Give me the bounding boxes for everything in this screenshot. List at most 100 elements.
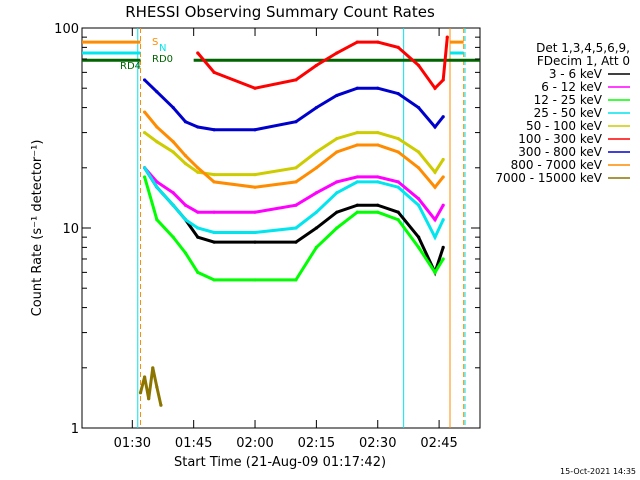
series-point-3-4 [196,226,200,230]
legend: Det 1,3,4,5,6,9,FDecim 1, Att 03 - 6 keV… [495,41,630,185]
series-point-1-15 [441,203,445,207]
series-5 [196,35,449,91]
series-point-6-2 [171,105,175,110]
series-point-1-7 [294,203,298,207]
series-point-6-6 [253,128,257,132]
chart-title: RHESSI Observing Summary Count Rates [125,3,435,21]
series-point-4-13 [417,150,421,154]
x-axis: 01:30 01:45 02:00 02:15 02:30 02:45 [114,28,458,451]
series-point-7-6 [253,185,257,189]
series-point-1-8 [314,191,318,195]
series-point-5-4 [314,63,318,68]
series-point-2-15 [441,257,445,261]
series-point-8-5 [159,403,163,407]
series-point-0-8 [314,226,318,230]
series-point-2-5 [212,278,216,282]
series-point-2-10 [355,210,359,214]
series-point-0-12 [396,210,400,214]
annotation-n: N [159,43,166,54]
series-point-5-12 [445,35,449,39]
series-3 [142,166,445,241]
series-point-0-13 [417,235,421,239]
series-2 [142,175,445,282]
series-point-0-6 [253,240,257,244]
series-point-3-15 [441,218,445,222]
series-point-0-4 [196,235,200,239]
series-point-1-4 [196,210,200,214]
x-tick-label-2: 02:00 [236,436,273,451]
series-point-7-13 [417,166,421,170]
y-tick-label-1: 10 [62,222,79,237]
series-line-6 [143,78,445,132]
series-point-4-10 [355,130,359,135]
series-point-2-7 [294,278,298,282]
series-point-0-15 [441,245,445,249]
series-point-5-0 [196,51,200,55]
legend-label-0: 3 - 6 keV [549,67,603,81]
annotation-s: S [152,37,158,48]
series-point-1-6 [253,210,257,214]
series-point-0-5 [212,240,216,244]
series-point-1-1 [155,180,159,184]
series-point-4-1 [155,140,159,144]
flag-bars [82,40,480,62]
series-point-7-4 [196,166,200,170]
series-line-7 [143,111,445,190]
series-point-6-14 [433,125,437,129]
series-point-3-5 [212,230,216,235]
series-point-2-1 [155,218,159,222]
series-point-7-1 [155,125,159,129]
series-point-3-6 [253,230,257,235]
series-point-4-6 [253,172,257,177]
series-point-4-11 [376,130,380,135]
series-point-6-10 [355,86,359,90]
annotation-rd4: RD4 [120,61,141,72]
series-point-3-8 [314,210,318,214]
series-point-2-3 [183,251,188,255]
series-point-3-13 [417,203,421,207]
y-tick-label-2: 100 [54,22,79,37]
series-point-1-13 [417,197,421,201]
series-point-4-3 [183,161,188,166]
series-point-6-5 [212,128,216,132]
series-point-4-2 [171,150,175,154]
timestamp: 15-Oct-2021 14:35 [560,467,636,476]
series-point-6-1 [155,90,159,94]
series-point-6-9 [335,93,339,98]
legend-label-7: 800 - 7000 keV [511,158,603,172]
series-point-2-8 [314,245,318,249]
series-point-7-8 [314,166,318,170]
series-point-7-5 [212,180,216,184]
series-point-4-15 [441,157,445,162]
series-point-1-12 [396,180,400,184]
series-line-2 [143,176,445,282]
series-point-0-10 [355,203,359,207]
series-point-7-9 [335,150,339,154]
series-point-8-0 [138,391,143,395]
legend-header-0: Det 1,3,4,5,6,9, [536,41,630,55]
series-point-4-4 [196,170,200,174]
series-4 [142,130,445,177]
series-point-5-6 [355,40,359,44]
x-tick-label-4: 02:30 [359,436,396,451]
series-point-3-1 [155,185,159,189]
series-point-1-11 [376,175,380,179]
series-point-1-2 [171,191,175,195]
series-8 [138,366,163,407]
series-point-2-13 [417,245,421,249]
legend-label-4: 50 - 100 keV [526,119,603,133]
series-point-4-14 [433,170,437,174]
series-point-1-10 [355,175,359,179]
series-point-7-11 [376,143,380,147]
series-point-8-3 [151,366,155,370]
series-point-6-13 [417,105,421,110]
series-point-2-6 [253,278,257,282]
series-point-3-11 [376,180,380,184]
series-point-7-7 [294,180,298,184]
series-point-5-8 [396,45,400,49]
series-point-3-3 [183,218,188,222]
plot-frame [81,27,481,429]
x-tick-label-5: 02:45 [420,436,457,451]
